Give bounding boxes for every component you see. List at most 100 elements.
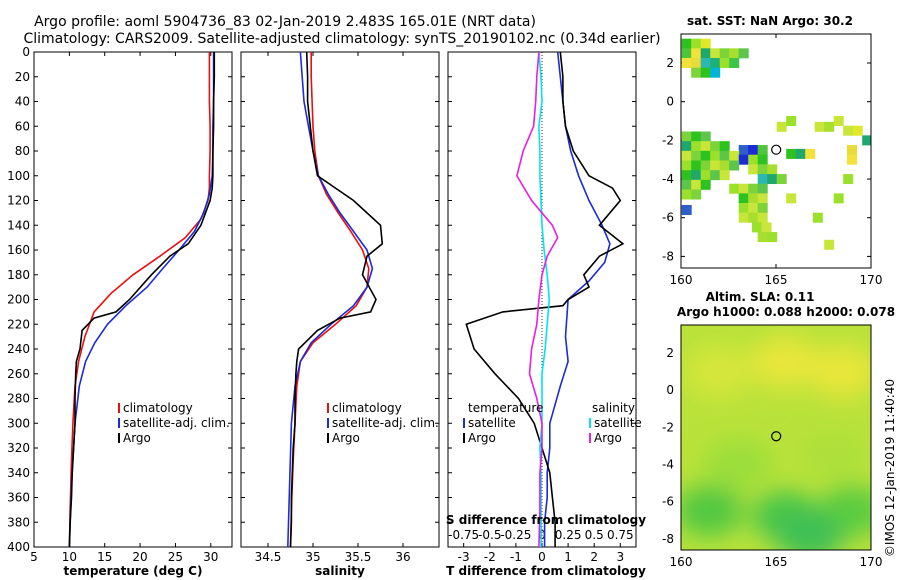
sst-cell: [757, 203, 768, 214]
sst-cell: [700, 38, 711, 49]
title-line-2: Climatology: CARS2009. Satellite-adjuste…: [23, 31, 660, 47]
legend-label: satellite-adj. clim.: [123, 416, 230, 430]
depth-tick-label: 180: [7, 268, 30, 282]
depth-tick-label: 320: [7, 441, 30, 455]
salinity-xlabel: salinity: [315, 564, 365, 578]
map-y-tick-label: 0: [666, 383, 674, 397]
sst-cell: [691, 38, 702, 49]
depth-tick-label: 280: [7, 392, 30, 406]
sst-cell: [757, 174, 768, 185]
sst-cell: [748, 154, 759, 165]
sst-cell: [738, 183, 749, 194]
sst-cell: [681, 38, 692, 49]
x-tick-label: 36: [395, 550, 410, 564]
x-tick-label: 30: [203, 550, 218, 564]
sst-cell: [700, 58, 711, 69]
sst-cell: [852, 125, 863, 136]
sst-cell: [681, 150, 692, 161]
depth-tick-label: 100: [7, 169, 30, 183]
sst-cell: [729, 160, 740, 171]
depth-tick-label: 140: [7, 218, 30, 232]
sst-cell: [691, 189, 702, 200]
s-tick-label: 0.75: [607, 528, 634, 542]
map-y-tick-label: 2: [666, 346, 674, 360]
sst-cell: [748, 203, 759, 214]
sst-cell: [738, 212, 749, 223]
sst-cell: [748, 212, 759, 223]
sst-cell: [752, 222, 762, 233]
sla-map-title-2: Argo h1000: 0.088 h2000: 0.078: [677, 305, 895, 319]
legend-label: satellite: [468, 416, 516, 430]
map-x-tick-label: 170: [860, 273, 883, 287]
sst-cell: [691, 160, 702, 171]
legend-label: Argo: [123, 431, 151, 445]
depth-tick-label: 80: [15, 144, 30, 158]
depth-tick-label: 40: [15, 95, 30, 109]
map-y-tick-label: -8: [662, 249, 674, 263]
sst-cell: [719, 48, 730, 59]
x-tick-label: 25: [168, 550, 183, 564]
sst-cell: [738, 154, 749, 165]
sst-cell: [681, 58, 692, 69]
sst-cell: [691, 58, 702, 69]
sst-cell: [681, 131, 692, 142]
temperature-xlabel: temperature (deg C): [64, 564, 203, 578]
sst-cell: [729, 183, 740, 194]
series-climatology: [68, 52, 211, 547]
sst-cell: [729, 150, 740, 161]
depth-tick-label: 300: [7, 416, 30, 430]
sst-cell: [757, 183, 768, 194]
sla-field: [681, 325, 871, 550]
sst-cell: [757, 154, 768, 165]
sst-cell: [700, 48, 711, 59]
depth-tick-label: 220: [7, 317, 30, 331]
series-temperature-satellite: [543, 52, 611, 547]
sst-cell: [814, 121, 825, 132]
sst-cell: [757, 164, 768, 175]
depth-tick-label: 400: [7, 540, 30, 554]
sst-cell: [700, 170, 711, 181]
sst-cell: [710, 160, 721, 171]
sla-blob: [799, 429, 867, 482]
legend-title-temperature: temperature: [468, 401, 543, 415]
sst-cell: [710, 150, 721, 161]
sst-cell: [681, 160, 692, 171]
sst-cell: [700, 67, 711, 78]
s-tick-label: -0.25: [500, 528, 531, 542]
sst-cell: [843, 125, 854, 136]
title-line-1: Argo profile: aoml 5904736_83 02-Jan-201…: [34, 14, 536, 30]
sst-cell: [757, 212, 768, 223]
legend-label: Argo: [468, 431, 496, 445]
sst-cell: [757, 232, 768, 243]
sst-cell: [748, 183, 759, 194]
sst-cell: [729, 58, 740, 69]
sst-cell: [738, 48, 749, 59]
sst-cell: [812, 212, 823, 223]
x-tick-label: 3: [617, 550, 625, 564]
map-x-tick-label: 165: [765, 273, 788, 287]
depth-tick-label: 20: [15, 70, 30, 84]
temperature-lines: [68, 52, 216, 547]
legend-label: climatology: [332, 401, 402, 415]
s-difference-label: S difference from climatology: [446, 513, 646, 527]
sst-cell: [757, 193, 768, 204]
sst-cell: [719, 160, 730, 171]
series-argo: [68, 52, 216, 547]
sst-cell: [691, 67, 702, 78]
sla-blob: [704, 438, 772, 491]
map-y-tick-label: -6: [662, 211, 674, 225]
sst-cell: [786, 116, 797, 127]
sst-cell: [843, 174, 854, 185]
sst-cell: [738, 203, 749, 214]
sst-cell: [748, 193, 759, 204]
map-y-tick-label: -4: [662, 457, 674, 471]
map-y-tick-label: -4: [662, 172, 674, 186]
sst-cell: [847, 145, 857, 156]
sst-cell: [691, 141, 702, 152]
depth-tick-label: 120: [7, 194, 30, 208]
s-tick-label: 0.25: [555, 528, 582, 542]
sla-blob: [681, 484, 744, 537]
sst-cell: [824, 121, 835, 132]
sst-cell: [681, 170, 692, 181]
